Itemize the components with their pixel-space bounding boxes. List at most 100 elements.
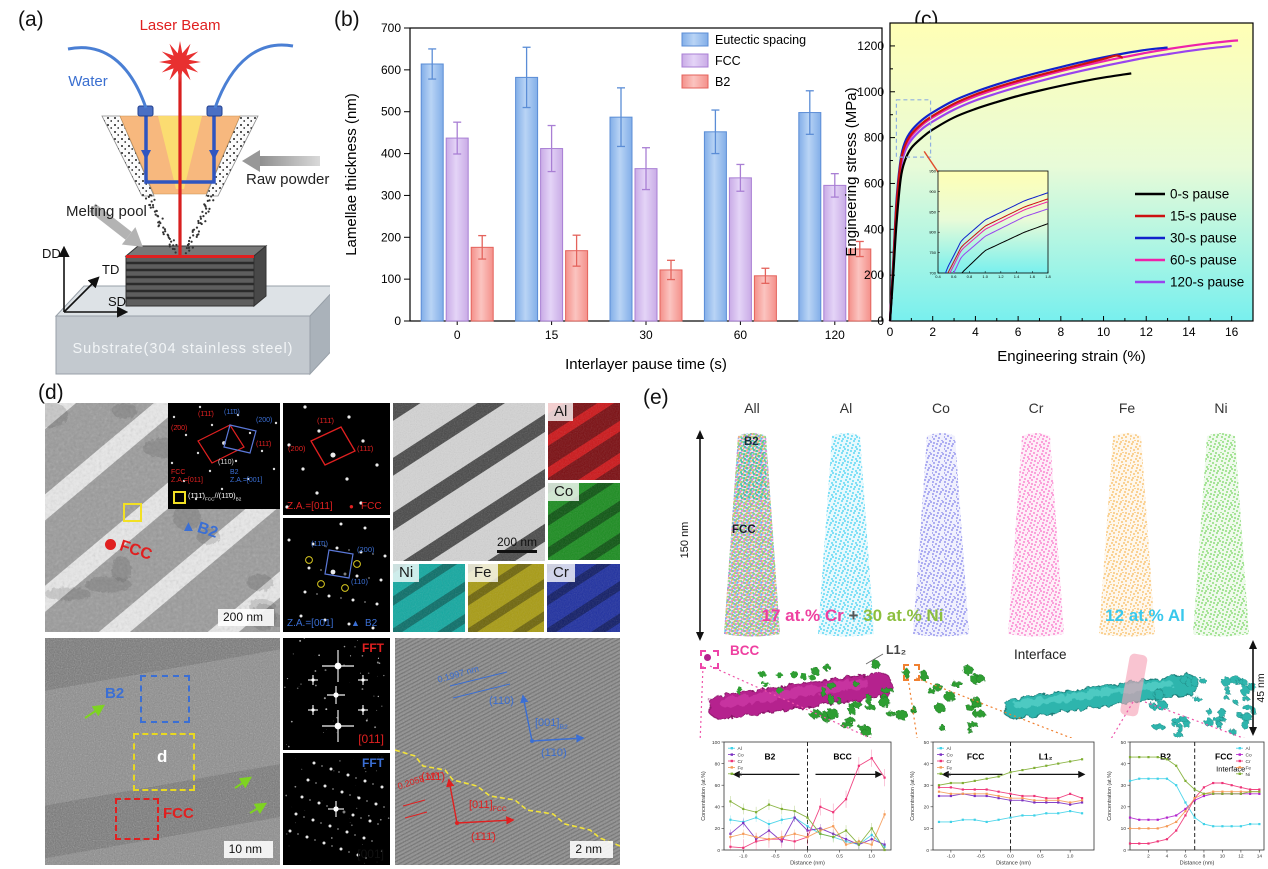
roi-yellow-square <box>123 503 142 522</box>
substrate-front-face <box>55 315 311 375</box>
dd-axis-label: DD <box>42 246 61 261</box>
b2-plane-label: (110) <box>489 695 514 707</box>
substrate-right-face <box>309 293 330 376</box>
svg-text:Cr: Cr <box>1246 759 1251 765</box>
raw-powder-arrow <box>242 150 320 172</box>
svg-text:1000: 1000 <box>857 85 884 99</box>
svg-text:80: 80 <box>715 761 721 767</box>
svg-text:120: 120 <box>825 328 845 342</box>
apt-needle-Cr <box>1008 433 1064 637</box>
svg-text:-0.5: -0.5 <box>771 854 780 860</box>
fft-fcc-pattern: FFT [011] <box>283 638 390 750</box>
svg-text:-1.0: -1.0 <box>947 854 956 860</box>
inset-spot-label: (200) <box>256 417 273 424</box>
svg-text:0: 0 <box>1123 848 1126 854</box>
svg-text:6: 6 <box>1015 325 1022 339</box>
curve-15-s pause <box>888 54 1124 322</box>
svg-text:600: 600 <box>381 63 401 77</box>
powder-streams <box>144 194 215 255</box>
svg-text:0: 0 <box>717 848 720 854</box>
bar-Eutectic spacing <box>798 112 822 322</box>
svg-text:Al: Al <box>738 746 742 752</box>
svg-text:0.5: 0.5 <box>836 854 843 860</box>
svg-text:20: 20 <box>715 826 721 832</box>
svg-text:BCC: BCC <box>833 751 851 761</box>
scale-150nm-arrow: 150 nm <box>679 430 704 641</box>
bar-Eutectic spacing <box>703 131 727 322</box>
panel-a-label: (a) <box>18 8 44 31</box>
svg-text:Distance (nm): Distance (nm) <box>996 861 1031 867</box>
inset-b2-phase: B2 <box>230 469 239 476</box>
saed-b2-phase: B2 <box>365 617 378 629</box>
inset-b2-zone-axis: Z.A.=[001] <box>230 477 263 484</box>
svg-text:900: 900 <box>929 189 936 194</box>
apt-column-header: Cr <box>1028 400 1044 416</box>
svg-text:800: 800 <box>929 230 936 235</box>
svg-text:10: 10 <box>1121 826 1127 832</box>
b2-triangle-marker: ▲ <box>351 617 360 628</box>
svg-text:200: 200 <box>381 230 401 244</box>
svg-text:-0.5: -0.5 <box>977 854 986 860</box>
hrtem-interface-image: 0.1997 nm (110) [001]B2 (1̄10) 0.2058 nm… <box>395 638 620 865</box>
b2-region-label: B2 <box>105 685 125 702</box>
svg-text:40: 40 <box>1121 761 1127 767</box>
inset-spot-label: (111̄) <box>256 441 272 448</box>
svg-text:6: 6 <box>1184 854 1187 860</box>
svg-text:Co: Co <box>1246 753 1252 759</box>
saed-b2-spot: (11̄0) <box>311 539 328 548</box>
inset-spot-label: (2̄00) <box>171 425 188 432</box>
svg-text:50: 50 <box>924 740 930 746</box>
apt-needle-All <box>724 433 780 637</box>
layer-block-top <box>124 245 268 257</box>
svg-text:Fe: Fe <box>1246 765 1252 771</box>
b2-roi-box <box>140 675 190 723</box>
profile-b2-bcc-chart: 0 20 40 60 80 100 -1.0 -0.5 0.0 0.5 1.0 Concentrati… <box>697 738 895 867</box>
substrate-label: Substrate(304 stainless steel) <box>72 341 293 357</box>
svg-text:Engineering stress (MPa): Engineering stress (MPa) <box>843 87 860 256</box>
water-flow-arrow-left <box>141 150 151 160</box>
td-axis-label: TD <box>102 262 119 277</box>
svg-text:Ni: Ni <box>738 772 743 778</box>
svg-text:0.8: 0.8 <box>967 274 973 279</box>
eds-map-ni: Ni <box>393 564 465 632</box>
svg-text:120-s pause: 120-s pause <box>1170 275 1244 290</box>
water-flow-arrow-right <box>209 150 219 160</box>
svg-text:0: 0 <box>454 328 461 342</box>
svg-text:200: 200 <box>864 268 884 282</box>
saed-fcc-spot: (111̄) <box>357 444 374 453</box>
svg-text:8: 8 <box>1057 325 1064 339</box>
water-label: Water <box>68 73 107 90</box>
apt-column-header: Fe <box>1118 400 1136 416</box>
svg-text:Eutectic spacing: Eutectic spacing <box>715 33 806 47</box>
svg-text:B2: B2 <box>1160 751 1171 761</box>
svg-text:Fe: Fe <box>947 765 953 771</box>
fft-zone-axis: [001] <box>357 847 384 862</box>
svg-text:20: 20 <box>1121 805 1127 811</box>
bcc-roi-box <box>700 650 719 669</box>
svg-text:FCC: FCC <box>967 751 984 761</box>
build-axes <box>58 245 129 318</box>
saed-inset-combined: (1̄11̄) (11̄0) (200) (2̄00) (111̄) (110)… <box>168 403 280 509</box>
svg-text:Interlayer pause time (s): Interlayer pause time (s) <box>565 356 727 373</box>
svg-text:0.6: 0.6 <box>951 274 957 279</box>
scale-45nm-arrow: 45 nm <box>1249 640 1267 736</box>
inset-fcc-zone-axis: Z.A.=[011] <box>171 477 203 484</box>
apt-column-header: Al <box>839 400 853 416</box>
water-tube-left <box>67 46 148 109</box>
svg-text:500: 500 <box>381 105 401 119</box>
svg-text:Concentration (at.%): Concentration (at.%) <box>701 771 707 821</box>
profile-interface-chart: 0 10 20 30 40 50 2 4 6 8 10 12 14 Concentration (at.%… <box>1103 738 1268 867</box>
svg-text:0.5: 0.5 <box>1037 854 1044 860</box>
svg-text:30-s pause: 30-s pause <box>1170 231 1237 246</box>
eds-map-fe: Fe <box>468 564 544 632</box>
svg-text:B2: B2 <box>715 75 730 89</box>
apt-column-header: Co <box>932 400 950 416</box>
apt-b2-label: B2 <box>744 436 759 448</box>
svg-text:700: 700 <box>381 21 401 35</box>
svg-text:40: 40 <box>715 805 721 811</box>
fcc-direction-label: [011]FCC <box>469 799 507 814</box>
bar-FCC <box>540 148 564 322</box>
fcc-plane-label: (111̄) <box>421 771 446 783</box>
water-tube-right <box>213 43 294 109</box>
saed-b2-pattern: (11̄0) (200) (110) Z.A.=[001] ▲ B2 <box>283 518 390 632</box>
